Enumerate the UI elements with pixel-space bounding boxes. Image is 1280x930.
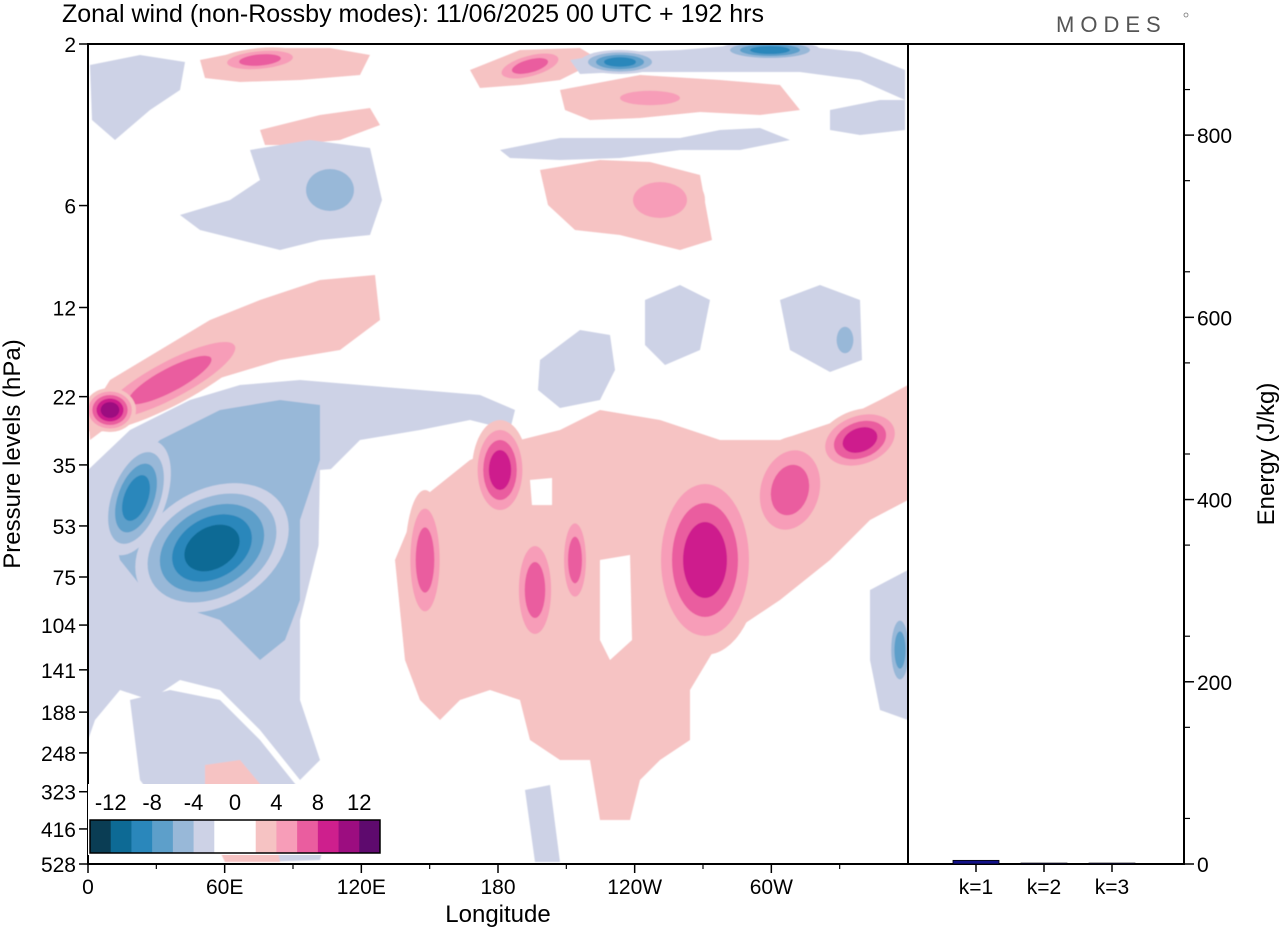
y-axis-label: Pressure levels (hPa) bbox=[0, 339, 26, 568]
energy-tick-label: 600 bbox=[1197, 307, 1232, 330]
energy-bar bbox=[1020, 862, 1068, 865]
y-tick-label: 528 bbox=[41, 854, 76, 877]
colorbar-swatch bbox=[193, 820, 215, 853]
positive-core-tilt-west-band-5 bbox=[100, 402, 120, 418]
positive-core-tilt-band-3 bbox=[128, 355, 212, 405]
colorbar-swatch bbox=[276, 820, 298, 853]
colorbar-swatch bbox=[214, 820, 236, 853]
positive-core-strato-east-band-2 bbox=[620, 90, 680, 106]
negative-core-upper-west-band-2 bbox=[306, 169, 354, 211]
brand-mark-icon bbox=[1183, 12, 1189, 18]
y-tick-label: 323 bbox=[41, 782, 76, 805]
positive-core-upper-east-band-2 bbox=[633, 182, 687, 218]
energy-tick-label: 800 bbox=[1197, 125, 1232, 148]
negative-region-low-center bbox=[525, 785, 560, 862]
colorbar-label: 0 bbox=[229, 790, 241, 815]
negative-region-strato-nw bbox=[90, 55, 185, 140]
negative-core-mid-far-east-band-2 bbox=[836, 326, 854, 354]
energy-axis-label: Energy (J/kg) bbox=[1253, 383, 1280, 526]
negative-region-mid-center bbox=[538, 330, 615, 408]
gap-region-120e bbox=[318, 468, 345, 600]
y-tick-label: 416 bbox=[41, 819, 76, 842]
negative-core-main-band-5 bbox=[184, 524, 240, 572]
y-tick-label: 141 bbox=[41, 660, 76, 683]
y-tick-label: 22 bbox=[53, 387, 76, 410]
energy-bar bbox=[952, 859, 1000, 865]
x-tick-label: 120E bbox=[337, 876, 386, 899]
positive-core-170w-band-3 bbox=[524, 562, 546, 618]
positive-core-165w-band-3 bbox=[568, 536, 582, 584]
positive-core-strato-mid-band-3 bbox=[511, 58, 549, 74]
colorbar-label: 8 bbox=[312, 790, 324, 815]
y-tick-label: 75 bbox=[53, 567, 76, 590]
y-tick-label: 53 bbox=[53, 516, 76, 539]
colorbar-label: -8 bbox=[142, 790, 162, 815]
energy-bar bbox=[1088, 862, 1136, 865]
colorbar-swatch bbox=[255, 820, 277, 853]
energy-category-label: k=3 bbox=[1095, 876, 1129, 899]
negative-region-strato-far-east bbox=[830, 100, 905, 135]
heatmap-field bbox=[88, 44, 908, 864]
x-tick-label: 120W bbox=[607, 876, 662, 899]
y-tick-label: 104 bbox=[41, 615, 76, 638]
colorbar-swatch bbox=[152, 820, 174, 853]
positive-core-strato-top-band-3 bbox=[239, 54, 281, 66]
colorbar-swatch bbox=[172, 820, 195, 853]
gap-region-150w bbox=[600, 555, 632, 660]
x-axis-label: Longitude bbox=[445, 901, 550, 928]
x-tick-label: 0 bbox=[82, 876, 94, 899]
positive-region-strato-west bbox=[260, 108, 380, 145]
y-tick-label: 35 bbox=[53, 455, 76, 478]
y-tick-label: 12 bbox=[53, 297, 76, 320]
negative-region-upper-band bbox=[500, 128, 790, 160]
energy-y-axis: 0 200 400 600 800 bbox=[1184, 88, 1232, 877]
negative-core-strato-east-band-4 bbox=[604, 57, 636, 67]
energy-tick-label: 400 bbox=[1197, 490, 1232, 513]
positive-core-east-edge-band-4 bbox=[842, 427, 878, 453]
colorbar-label: -12 bbox=[95, 790, 127, 815]
y-tick-label: 188 bbox=[41, 702, 76, 725]
y-tick-label: 2 bbox=[64, 34, 76, 57]
colorbar-label: -4 bbox=[184, 790, 204, 815]
x-tick-label: 60E bbox=[206, 876, 243, 899]
negative-core-far-east-band-3 bbox=[894, 631, 906, 669]
negative-region-mid-east bbox=[645, 285, 710, 365]
colorbar-swatch bbox=[359, 820, 381, 853]
positive-core-100w-band-4 bbox=[683, 522, 727, 598]
energy-category-label: k=2 bbox=[1027, 876, 1061, 899]
energy-bars: k=1 k=2 k=3 bbox=[952, 859, 1136, 899]
x-tick-label: 180 bbox=[480, 876, 515, 899]
colorbar-swatch bbox=[131, 820, 153, 853]
colorbar-swatch bbox=[235, 820, 257, 853]
colorbar-label: 4 bbox=[270, 790, 282, 815]
gap-region-dateline bbox=[530, 478, 552, 505]
x-tick-label: 60W bbox=[750, 876, 793, 899]
colorbar-outline bbox=[89, 819, 381, 854]
energy-panel-frame bbox=[907, 43, 1185, 865]
positive-core-dateline-band-4 bbox=[488, 450, 512, 490]
colorbar-swatch bbox=[297, 820, 319, 853]
colorbar-swatch bbox=[338, 820, 360, 853]
negative-core-west-band-4 bbox=[122, 475, 150, 521]
colorbar-legend: -12 -8 -4 0 4 8 12 bbox=[88, 784, 382, 855]
colorbar-label: 12 bbox=[347, 790, 371, 815]
colorbar-swatch bbox=[90, 820, 112, 853]
positive-core-160e-band-3 bbox=[415, 527, 435, 593]
brand-logo: MODES bbox=[1056, 12, 1167, 37]
chart-title: Zonal wind (non-Rossby modes): 11/06/202… bbox=[62, 0, 764, 28]
y-tick-label: 248 bbox=[41, 743, 76, 766]
energy-tick-label: 200 bbox=[1197, 672, 1232, 695]
y-tick-label: 6 bbox=[64, 196, 76, 219]
negative-core-strato-top-band-4 bbox=[750, 46, 790, 54]
x-axis: 0 60E 120E 180 120W 60W bbox=[82, 864, 841, 899]
colorbar-swatch bbox=[110, 820, 132, 853]
colorbar-swatch bbox=[317, 820, 340, 853]
energy-category-label: k=1 bbox=[959, 876, 993, 899]
positive-core-60w-band-3 bbox=[770, 464, 810, 516]
y-axis: 2 6 12 22 35 53 75 104 141 188 248 323 416 528 bbox=[41, 34, 88, 877]
energy-tick-label: 0 bbox=[1197, 854, 1209, 877]
